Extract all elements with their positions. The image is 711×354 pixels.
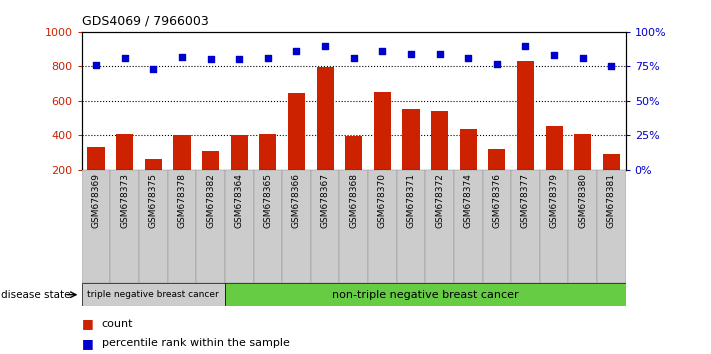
- Text: GSM678381: GSM678381: [607, 173, 616, 228]
- Bar: [483, 170, 511, 283]
- Bar: [82, 283, 225, 306]
- Text: GSM678367: GSM678367: [321, 173, 330, 228]
- Bar: [339, 170, 368, 283]
- Text: ■: ■: [82, 318, 94, 330]
- Text: GSM678371: GSM678371: [407, 173, 415, 228]
- Text: GSM678379: GSM678379: [550, 173, 559, 228]
- Text: GSM678382: GSM678382: [206, 173, 215, 228]
- Bar: [196, 170, 225, 283]
- Point: [520, 43, 531, 48]
- Bar: [202, 151, 219, 204]
- Point: [463, 55, 474, 61]
- Point: [148, 66, 159, 72]
- Bar: [311, 170, 339, 283]
- Text: GSM678373: GSM678373: [120, 173, 129, 228]
- Point: [434, 51, 445, 57]
- Bar: [260, 134, 277, 204]
- Bar: [597, 170, 626, 283]
- Point: [319, 43, 331, 48]
- Bar: [82, 170, 110, 283]
- Point: [291, 48, 302, 54]
- Text: percentile rank within the sample: percentile rank within the sample: [102, 338, 289, 348]
- Bar: [454, 170, 483, 283]
- Text: triple negative breast cancer: triple negative breast cancer: [87, 290, 219, 299]
- Bar: [316, 67, 333, 204]
- Text: GSM678366: GSM678366: [292, 173, 301, 228]
- Bar: [87, 147, 105, 204]
- Bar: [603, 154, 620, 204]
- Text: GSM678370: GSM678370: [378, 173, 387, 228]
- Text: GSM678376: GSM678376: [492, 173, 501, 228]
- Bar: [574, 134, 592, 204]
- Bar: [288, 93, 305, 204]
- Bar: [110, 170, 139, 283]
- Bar: [431, 111, 448, 204]
- Bar: [145, 159, 162, 204]
- Bar: [488, 149, 506, 204]
- Bar: [568, 170, 597, 283]
- Point: [90, 62, 102, 68]
- Text: GSM678377: GSM678377: [521, 173, 530, 228]
- Point: [548, 52, 560, 58]
- Text: count: count: [102, 319, 133, 329]
- Bar: [517, 61, 534, 204]
- Bar: [397, 170, 425, 283]
- Bar: [368, 170, 397, 283]
- Text: non-triple negative breast cancer: non-triple negative breast cancer: [332, 290, 518, 300]
- Bar: [425, 170, 454, 283]
- Bar: [168, 170, 196, 283]
- Point: [377, 48, 388, 54]
- Bar: [139, 170, 168, 283]
- Text: GSM678365: GSM678365: [263, 173, 272, 228]
- Point: [405, 51, 417, 57]
- Point: [577, 55, 589, 61]
- Point: [606, 64, 617, 69]
- Text: GSM678374: GSM678374: [464, 173, 473, 228]
- Text: GSM678375: GSM678375: [149, 173, 158, 228]
- Point: [262, 55, 274, 61]
- Bar: [230, 135, 248, 204]
- Bar: [282, 170, 311, 283]
- Bar: [459, 129, 477, 204]
- Text: GSM678380: GSM678380: [578, 173, 587, 228]
- Text: disease state: disease state: [1, 290, 71, 300]
- Point: [348, 55, 359, 61]
- Text: GSM678372: GSM678372: [435, 173, 444, 228]
- Bar: [254, 170, 282, 283]
- Point: [176, 54, 188, 59]
- Bar: [402, 109, 419, 204]
- Text: GSM678364: GSM678364: [235, 173, 244, 228]
- Bar: [345, 136, 363, 204]
- Text: GDS4069 / 7966003: GDS4069 / 7966003: [82, 14, 208, 27]
- Text: GSM678368: GSM678368: [349, 173, 358, 228]
- Bar: [545, 126, 562, 204]
- Point: [119, 55, 130, 61]
- Point: [233, 57, 245, 62]
- Text: GSM678378: GSM678378: [178, 173, 186, 228]
- Point: [491, 61, 503, 67]
- Text: ■: ■: [82, 337, 94, 350]
- Point: [205, 57, 216, 62]
- Bar: [173, 135, 191, 204]
- Text: GSM678369: GSM678369: [92, 173, 100, 228]
- Bar: [225, 170, 254, 283]
- Bar: [511, 170, 540, 283]
- Bar: [116, 134, 133, 204]
- Bar: [374, 92, 391, 204]
- Bar: [225, 283, 626, 306]
- Bar: [540, 170, 568, 283]
